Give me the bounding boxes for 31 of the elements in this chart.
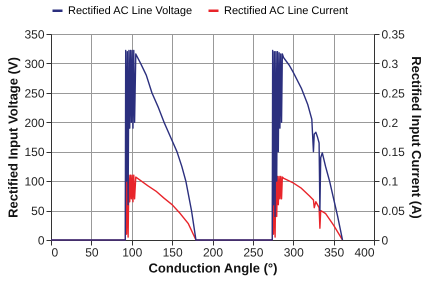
y-axis-title: Rectified Input Voltage (V)	[5, 57, 20, 218]
y2-tick-label: 0.25	[382, 86, 406, 100]
x-tick-label: 200	[202, 246, 224, 260]
x-tick-label: 50	[85, 246, 99, 260]
line-series	[50, 50, 344, 241]
legend-label: Rectified AC Line Voltage	[68, 4, 192, 17]
y2-tick-label: 0.2	[382, 116, 399, 130]
y-tick-label: 300	[24, 56, 45, 71]
x-tick-label: 150	[162, 246, 183, 260]
y2-axis-title: Rectified Input Current (A)	[408, 56, 424, 219]
y-tick-label: 150	[24, 145, 45, 160]
x-tick-label: 350	[324, 246, 344, 260]
x-tick-label: 100	[122, 246, 143, 260]
y-tick-label: 350	[24, 28, 45, 42]
x-axis-title: Conduction Angle (°)	[148, 260, 278, 276]
y2-tick-label: 0.1	[382, 174, 399, 189]
y2-tick-label: 0.35	[382, 28, 406, 42]
x-tick-label: 0	[52, 246, 58, 260]
y2-tick-label: 0.15	[382, 145, 406, 160]
x-tick-label: 400	[354, 246, 375, 260]
y-tick-label: 200	[24, 116, 45, 130]
y-tick-label: 250	[24, 86, 45, 100]
x-tick-label: 300	[284, 246, 304, 260]
y-tick-label: 0	[38, 234, 45, 248]
y2-tick-label: 0.3	[382, 56, 399, 71]
x-tick-label: 250	[243, 246, 264, 260]
y-tick-label: 100	[24, 174, 45, 189]
y2-tick-label: 0.05	[382, 204, 406, 218]
legend-label: Rectified AC Line Current	[224, 4, 348, 17]
y2-tick-label: 0	[382, 234, 388, 248]
y-tick-label: 50	[31, 204, 45, 218]
